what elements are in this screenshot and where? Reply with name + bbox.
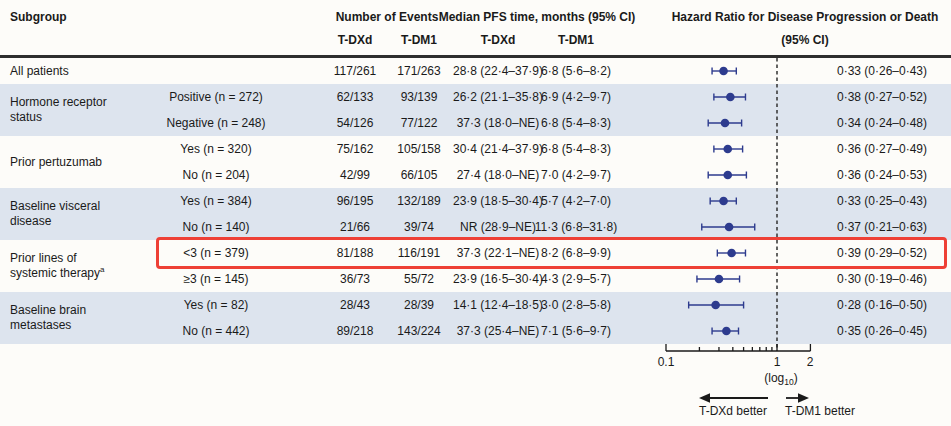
hazard-ratio-cell: 0·36 (0·27–0·49) xyxy=(837,136,927,162)
median-tdxd-cell: 37·3 (25·4–NE) xyxy=(457,318,540,344)
subgroup-value-label: Yes (n = 82) xyxy=(184,292,249,318)
subgroup-value-label: ≥3 (n = 145) xyxy=(184,266,249,292)
events-tdxd-cell: 96/195 xyxy=(337,188,374,214)
highlight-annotation-box xyxy=(156,237,947,269)
events-tdm1-cell: 171/263 xyxy=(397,58,440,84)
subgroup-category-label: All patients xyxy=(10,58,160,84)
median-tdm1-cell: 6·8 (5·6–8·2) xyxy=(541,58,611,84)
events-tdxd-cell: 54/126 xyxy=(337,110,374,136)
hazard-ratio-cell: 0·36 (0·24–0·53) xyxy=(837,162,927,188)
hazard-ratio-cell: 0·34 (0·24–0·48) xyxy=(837,110,927,136)
events-tdxd-cell: 75/162 xyxy=(337,136,374,162)
events-tdxd-cell: 89/218 xyxy=(337,318,374,344)
subgroup-category-label: Baseline visceraldisease xyxy=(10,188,160,240)
hazard-ratio-cell: 0·38 (0·27–0·52) xyxy=(837,84,927,110)
median-tdm1-cell: 6·8 (5·4–8·3) xyxy=(541,110,611,136)
hazard-ratio-cell: 0·33 (0·26–0·43) xyxy=(837,58,927,84)
median-tdxd-cell: 37·3 (18·0–NE) xyxy=(457,110,540,136)
events-tdm1-cell: 105/158 xyxy=(397,136,440,162)
events-tdxd-cell: 28/43 xyxy=(340,292,370,318)
events-tdm1-cell: 143/224 xyxy=(397,318,440,344)
subgroup-category-label: Prior pertuzumab xyxy=(10,136,160,188)
events-tdxd-cell: 117/261 xyxy=(334,58,377,84)
median-tdxd-cell: 28·8 (22·4–37·9) xyxy=(453,58,543,84)
events-tdm1-cell: 55/72 xyxy=(404,266,434,292)
subgroup-value-label: Negative (n = 248) xyxy=(166,110,265,136)
median-tdxd-cell: 30·4 (21·4–37·9) xyxy=(453,136,543,162)
events-tdxd-cell: 36/73 xyxy=(340,266,370,292)
forest-plot-figure: Subgroup Number of Events Median PFS tim… xyxy=(0,0,951,426)
hazard-ratio-cell: 0·28 (0·16–0·50) xyxy=(837,292,927,318)
median-tdm1-cell: 4·3 (2·9–5·7) xyxy=(541,266,611,292)
events-tdxd-cell: 62/133 xyxy=(337,84,374,110)
tdxd-better-label: T-DXd better xyxy=(699,404,767,418)
median-tdxd-cell: 14·1 (12·4–18·5) xyxy=(453,292,543,318)
events-tdm1-cell: 132/189 xyxy=(397,188,440,214)
subgroup-value-label: No (n = 442) xyxy=(182,318,249,344)
events-tdxd-cell: 42/99 xyxy=(340,162,370,188)
median-tdxd-cell: 23·9 (18·5–30·4) xyxy=(453,188,543,214)
tdm1-better-label: T-DM1 better xyxy=(785,404,855,418)
median-tdxd-cell: 26·2 (21·1–35·8) xyxy=(453,84,543,110)
median-tdxd-cell: 27·4 (18·0–NE) xyxy=(457,162,540,188)
subgroup-category-label: Hormone receptorstatus xyxy=(10,84,160,136)
median-tdm1-cell: 5·7 (4·2–7·0) xyxy=(541,188,611,214)
events-tdm1-cell: 93/139 xyxy=(401,84,438,110)
median-tdxd-cell: 23·9 (16·5–30·4) xyxy=(453,266,543,292)
median-tdm1-cell: 6·9 (4·2–9·7) xyxy=(541,84,611,110)
events-tdm1-cell: 28/39 xyxy=(404,292,434,318)
subgroup-value-label: Positive (n = 272) xyxy=(169,84,263,110)
hazard-ratio-cell: 0·33 (0·25–0·43) xyxy=(837,188,927,214)
subgroup-value-label: Yes (n = 320) xyxy=(180,136,251,162)
events-tdm1-cell: 77/122 xyxy=(401,110,438,136)
hazard-ratio-cell: 0·30 (0·19–0·46) xyxy=(837,266,927,292)
axis-tick-label-0.1: 0.1 xyxy=(658,355,675,369)
events-tdm1-cell: 66/105 xyxy=(401,162,438,188)
subgroup-value-label: Yes (n = 384) xyxy=(180,188,251,214)
subgroup-value-label: No (n = 204) xyxy=(182,162,249,188)
axis-tick-label-1: 1 xyxy=(774,355,781,369)
median-tdm1-cell: 3·0 (2·8–5·8) xyxy=(541,292,611,318)
subgroup-category-label: Baseline brainmetastases xyxy=(10,292,160,344)
hazard-ratio-cell: 0·35 (0·26–0·45) xyxy=(837,318,927,344)
axis-scale-label: (log10) xyxy=(764,371,797,387)
median-tdm1-cell: 6·8 (5·4–8·3) xyxy=(541,136,611,162)
axis-tick-label-2: 2 xyxy=(807,355,814,369)
subgroup-category-label: Prior lines ofsystemic therapya xyxy=(10,240,160,292)
median-tdm1-cell: 7·0 (4·2–9·7) xyxy=(541,162,611,188)
median-tdm1-cell: 7·1 (5·6–9·7) xyxy=(541,318,611,344)
